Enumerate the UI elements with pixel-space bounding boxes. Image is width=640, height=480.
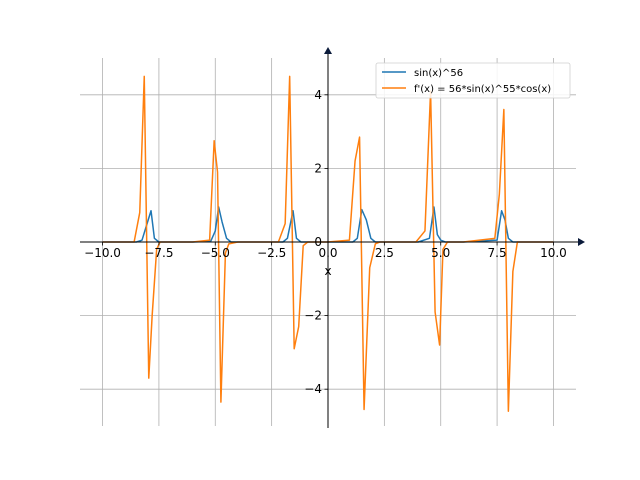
legend: sin(x)^56 f'(x) = 56*sin(x)^55*cos(x) bbox=[375, 62, 571, 99]
legend-label-sin: sin(x)^56 bbox=[414, 68, 463, 79]
legend-box bbox=[375, 62, 571, 99]
x-tick-label-5: 2.5 bbox=[375, 246, 394, 260]
y-tick-label-2: 0 bbox=[314, 235, 322, 249]
axes bbox=[80, 47, 585, 428]
y-tick-label-3: 2 bbox=[314, 161, 322, 175]
x-tick-label-3: −2.5 bbox=[257, 246, 286, 260]
x-tick-label-8: 10.0 bbox=[540, 246, 567, 260]
y-tick-label-0: −4 bbox=[304, 382, 322, 396]
x-tick-label-1: −7.5 bbox=[144, 246, 173, 260]
x-axis-arrow-icon bbox=[578, 238, 585, 246]
x-tick-label-2: −5.0 bbox=[201, 246, 230, 260]
y-tick-label-1: −2 bbox=[304, 309, 322, 323]
y-axis-arrow-icon bbox=[324, 47, 332, 54]
x-tick-label-7: 7.5 bbox=[488, 246, 507, 260]
x-tick-label-6: 5.0 bbox=[431, 246, 450, 260]
ticks: −10.0 −7.5 −5.0 −2.5 0.0 2.5 5.0 7.5 10.0 −4 −2 0 2 4 bbox=[84, 88, 567, 396]
x-tick-label-0: −10.0 bbox=[84, 246, 121, 260]
x-axis-label: x bbox=[324, 264, 331, 278]
legend-label-derivative: f'(x) = 56*sin(x)^55*cos(x) bbox=[414, 84, 551, 95]
x-tick-label-4: 0.0 bbox=[318, 246, 337, 260]
y-tick-label-4: 4 bbox=[314, 88, 322, 102]
